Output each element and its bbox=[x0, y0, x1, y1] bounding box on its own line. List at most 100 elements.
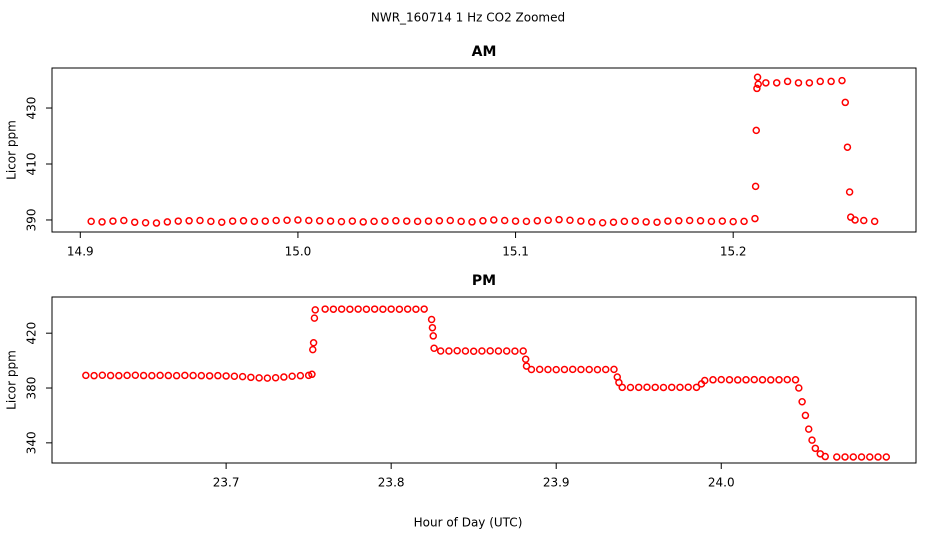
point bbox=[413, 217, 422, 226]
point bbox=[734, 376, 742, 384]
point bbox=[753, 73, 762, 81]
point bbox=[838, 76, 846, 85]
point bbox=[544, 216, 552, 224]
point bbox=[866, 453, 874, 461]
y-tick-label: 340 bbox=[25, 431, 39, 454]
point bbox=[445, 347, 453, 355]
point bbox=[271, 373, 280, 382]
point bbox=[174, 217, 182, 225]
point bbox=[752, 126, 761, 135]
point bbox=[843, 143, 852, 151]
point bbox=[468, 218, 476, 226]
point bbox=[754, 80, 762, 88]
point bbox=[346, 305, 354, 313]
main-title: NWR_160714 1 Hz CO2 Zoomed bbox=[371, 11, 565, 25]
point bbox=[90, 371, 98, 380]
point bbox=[566, 216, 574, 224]
point bbox=[359, 218, 367, 226]
point bbox=[849, 453, 858, 461]
point bbox=[98, 218, 106, 226]
panel-title: AM bbox=[472, 44, 497, 60]
point bbox=[430, 344, 438, 353]
point bbox=[535, 365, 544, 374]
point bbox=[833, 453, 841, 461]
point bbox=[500, 216, 509, 225]
y-axis-label: Licor ppm bbox=[5, 120, 19, 180]
point bbox=[870, 217, 879, 226]
point bbox=[239, 217, 248, 225]
point bbox=[522, 362, 531, 370]
point bbox=[620, 217, 629, 226]
point bbox=[758, 376, 767, 384]
point bbox=[845, 188, 854, 196]
point bbox=[643, 383, 651, 391]
point bbox=[587, 218, 596, 226]
point bbox=[577, 365, 585, 374]
point bbox=[675, 217, 683, 225]
point bbox=[841, 453, 849, 461]
point bbox=[250, 217, 259, 226]
point bbox=[527, 365, 536, 374]
point bbox=[577, 217, 585, 225]
point bbox=[610, 365, 618, 374]
point bbox=[634, 383, 643, 392]
point bbox=[816, 77, 824, 86]
point bbox=[207, 217, 215, 226]
point bbox=[568, 365, 577, 374]
point bbox=[709, 376, 717, 384]
point bbox=[804, 425, 813, 433]
point bbox=[247, 373, 255, 382]
point bbox=[857, 453, 866, 461]
point bbox=[684, 383, 692, 391]
point bbox=[311, 306, 319, 314]
point bbox=[676, 383, 684, 392]
point bbox=[478, 347, 486, 355]
point bbox=[387, 305, 395, 313]
point bbox=[131, 371, 140, 380]
point bbox=[152, 219, 161, 227]
x-tick-label: 14.9 bbox=[67, 245, 94, 259]
point bbox=[795, 384, 803, 392]
point bbox=[115, 371, 123, 380]
point bbox=[653, 218, 661, 226]
point bbox=[185, 217, 193, 225]
y-tick-label: 430 bbox=[25, 97, 39, 120]
point bbox=[141, 219, 150, 227]
point bbox=[428, 323, 437, 332]
panel-title: PM bbox=[472, 273, 496, 289]
point bbox=[106, 371, 115, 380]
point bbox=[664, 217, 672, 225]
point bbox=[420, 305, 428, 313]
point bbox=[205, 372, 214, 380]
x-axis-label: Hour of Day (UTC) bbox=[414, 516, 523, 530]
point bbox=[609, 218, 618, 226]
point bbox=[283, 216, 291, 224]
point bbox=[767, 376, 775, 384]
point bbox=[214, 371, 222, 380]
point bbox=[395, 305, 404, 313]
point bbox=[238, 372, 247, 381]
x-tick-label: 23.8 bbox=[378, 476, 405, 490]
point bbox=[631, 217, 640, 225]
point bbox=[729, 217, 737, 226]
point bbox=[412, 305, 420, 313]
point bbox=[427, 315, 436, 324]
point bbox=[308, 370, 316, 379]
point bbox=[717, 375, 725, 384]
point bbox=[181, 371, 189, 380]
y-tick-label: 410 bbox=[25, 153, 39, 176]
point bbox=[585, 365, 593, 374]
point bbox=[659, 383, 668, 392]
point bbox=[805, 79, 814, 87]
point bbox=[381, 217, 389, 225]
point bbox=[321, 305, 329, 313]
point bbox=[139, 371, 148, 380]
point bbox=[457, 217, 465, 226]
point bbox=[294, 216, 302, 224]
point bbox=[87, 217, 95, 226]
point bbox=[337, 217, 346, 226]
point bbox=[798, 397, 806, 406]
point bbox=[742, 376, 750, 384]
point bbox=[296, 371, 305, 380]
point bbox=[354, 305, 362, 313]
